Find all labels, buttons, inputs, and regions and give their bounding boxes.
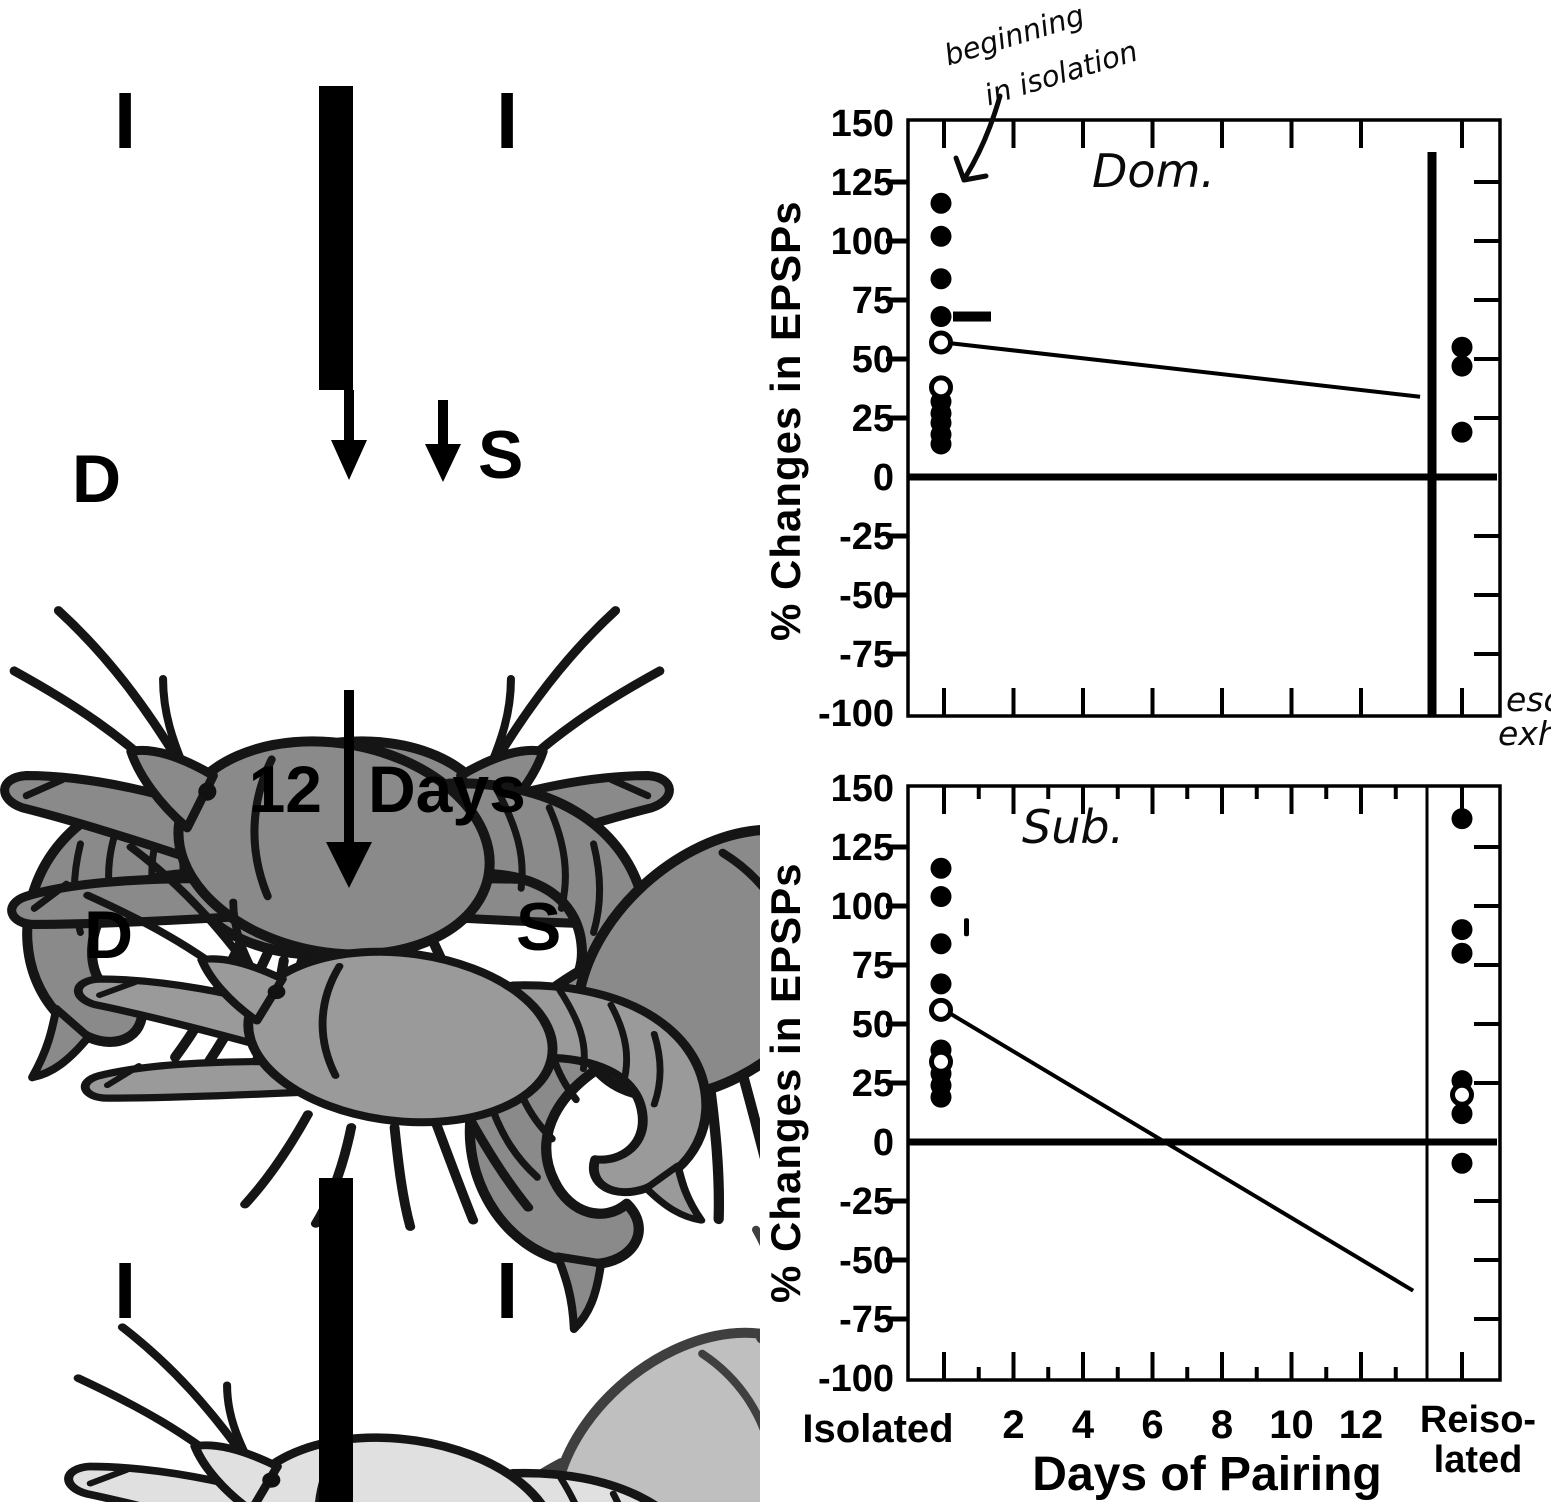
data-point <box>1451 1103 1473 1125</box>
y-tick-label: 125 <box>831 827 894 869</box>
y-tick-label: 75 <box>852 945 894 987</box>
y-tick-label: 0 <box>873 457 894 499</box>
data-point <box>930 973 952 995</box>
stray-mark <box>964 918 969 937</box>
data-point <box>930 225 952 247</box>
data-point <box>930 268 952 290</box>
x-label-reisolated-1: Reiso- <box>1420 1399 1536 1441</box>
trend-line <box>942 1008 1415 1293</box>
data-point-open <box>929 997 953 1022</box>
data-point <box>1451 421 1473 443</box>
submissive-label-1: S <box>478 417 523 493</box>
dom-chart: 150 125 100 75 50 25 0 -25 -50 -75 -100 <box>818 103 1502 735</box>
y-tick-label: 150 <box>831 103 894 145</box>
handwritten-arrow <box>963 93 1003 179</box>
x-axis-title: Days of Pairing <box>1032 1448 1381 1501</box>
data-point <box>1451 336 1473 358</box>
y-tick-label: 100 <box>831 886 894 928</box>
y-tick-label: 25 <box>852 1063 894 1105</box>
data-point <box>1451 808 1473 830</box>
x-tick-label: 12 <box>1339 1403 1384 1447</box>
x-tick-label: 4 <box>1072 1403 1095 1447</box>
y-tick-label: -100 <box>818 693 894 735</box>
data-point-open <box>929 330 953 355</box>
data-point <box>930 1086 952 1108</box>
duration-value: 12 <box>249 752 322 826</box>
y-tick-label: -50 <box>839 575 894 617</box>
y-tick-label: 25 <box>852 398 894 440</box>
data-point <box>930 433 952 455</box>
dash-mark <box>953 311 991 322</box>
annotation-dom: Dom. <box>1092 144 1215 198</box>
handwritten-arrowhead <box>953 155 989 183</box>
dominant-label-2: D <box>84 897 133 973</box>
data-point <box>930 857 952 879</box>
sub-chart: 150 125 100 75 50 25 0 -25 -50 -75 -100 Isolated 2 4 6… <box>802 768 1536 1501</box>
data-point-open <box>1450 1082 1474 1107</box>
x-tick-label: 8 <box>1211 1403 1233 1447</box>
x-tick-label: 2 <box>1002 1403 1024 1447</box>
y-tick-label: -100 <box>818 1358 894 1400</box>
axis-frame <box>906 118 1502 718</box>
isolated-label-bottom-left: I <box>114 1246 136 1335</box>
isolated-label-top-left: I <box>114 76 136 165</box>
y-tick-label: 50 <box>852 339 894 381</box>
x-label-reisolated-2: lated <box>1434 1439 1523 1481</box>
x-tick-label: 10 <box>1269 1403 1314 1447</box>
x-label-isolated: Isolated <box>802 1407 953 1451</box>
twelve-days-arrow <box>326 690 372 888</box>
y-tick-label: 75 <box>852 280 894 322</box>
annotation-sub: Sub. <box>1022 800 1125 854</box>
y-tick-label: -75 <box>839 1299 894 1341</box>
data-point-open <box>929 375 953 400</box>
trend-line <box>943 340 1421 399</box>
data-point <box>930 933 952 955</box>
submissive-label-2: S <box>516 889 561 965</box>
y-tick-label: -25 <box>839 516 894 558</box>
data-point <box>1451 1152 1473 1174</box>
annotation-edge-line2: exh <box>1498 714 1551 753</box>
isolated-label-top-right: I <box>496 76 518 165</box>
x-tick-label: 6 <box>1141 1403 1163 1447</box>
y-tick-label: 100 <box>831 221 894 263</box>
data-point-open <box>929 1049 953 1074</box>
crayfish-diagram: I I D S 12 Days D S I I <box>0 76 760 1502</box>
isolated-label-bottom-right: I <box>496 1246 518 1335</box>
y-tick-label: 50 <box>852 1004 894 1046</box>
duration-unit: Days <box>368 752 526 826</box>
data-point <box>1451 355 1473 377</box>
y-tick-label: -50 <box>839 1240 894 1282</box>
annotation-edge-line1: esc <box>1506 680 1551 719</box>
y-tick-label: 0 <box>873 1122 894 1164</box>
divider-bar-bottom <box>319 1178 353 1502</box>
y-tick-label: 150 <box>831 768 894 810</box>
data-point <box>930 886 952 908</box>
y-tick-label: -75 <box>839 634 894 676</box>
data-point <box>930 192 952 214</box>
data-point <box>1451 942 1473 964</box>
dominant-label-1: D <box>72 441 121 517</box>
down-arrow-submissive <box>425 400 461 482</box>
y-tick-label: 125 <box>831 162 894 204</box>
data-point <box>930 306 952 328</box>
data-point <box>1451 919 1473 941</box>
divider-bar-top <box>319 86 353 390</box>
y-tick-label: -25 <box>839 1181 894 1223</box>
down-arrow-dominant <box>331 390 367 480</box>
